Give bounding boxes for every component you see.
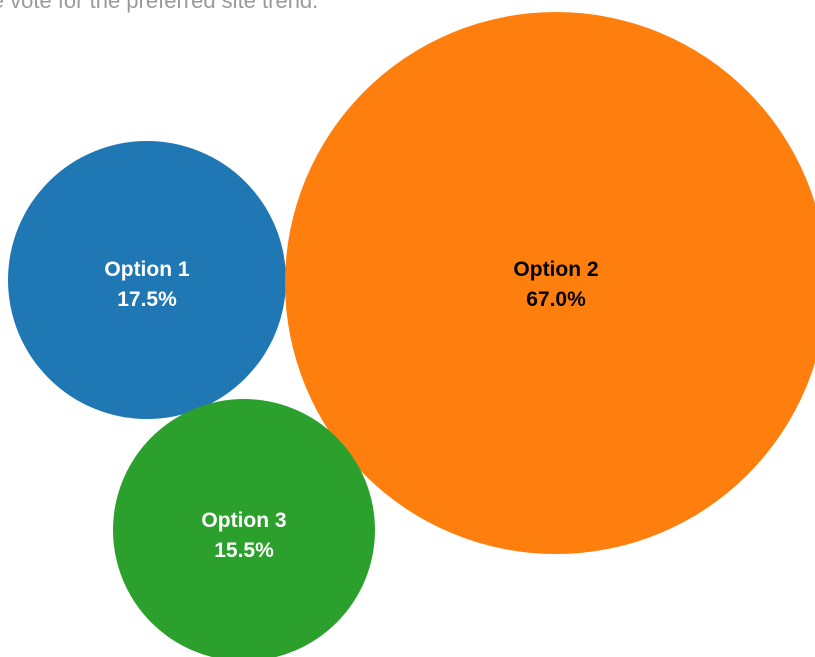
bubble-label-option-3: Option 3	[201, 509, 286, 532]
bubble-circle-option-1[interactable]	[8, 141, 286, 419]
bubble-circle-option-2[interactable]	[285, 12, 815, 554]
bubble-option-3[interactable]: Option 3 15.5%	[113, 399, 375, 657]
bubble-value-option-3: 15.5%	[214, 539, 274, 562]
bubble-option-1[interactable]: Option 1 17.5%	[8, 141, 286, 419]
bubble-label-option-2: Option 2	[513, 258, 598, 281]
bubble-option-2[interactable]: Option 2 67.0%	[285, 12, 815, 554]
bubble-value-option-2: 67.0%	[526, 288, 586, 311]
chart-title: ile vote for the preferred site trend.	[0, 0, 319, 13]
bubble-circle-option-3[interactable]	[113, 399, 375, 657]
bubble-value-option-1: 17.5%	[117, 288, 177, 311]
bubble-label-option-1: Option 1	[104, 258, 189, 281]
